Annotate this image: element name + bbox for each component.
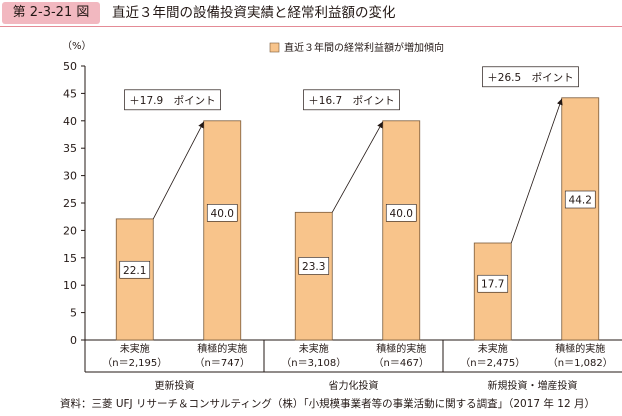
increase-arrow [331,121,384,213]
diff-label-box [124,89,221,111]
group-label: 新規投資・増産投資 [488,379,578,392]
category-n-label: （n＝747） [195,357,250,369]
value-label-box [119,260,151,279]
y-tick-label: 15 [63,252,77,265]
figure-header: 第 2-3-21 図 直近３年間の設備投資実績と経常利益額の変化 [0,0,622,26]
category-label: 未実施 [120,342,150,355]
category-label: 積極的実施 [197,342,247,355]
y-tick-label: 30 [63,170,77,183]
bar [203,120,242,341]
category-n-label: （n＝467） [374,357,429,369]
legend-label: 直近３年間の経常利益額が増加傾向 [284,41,444,54]
diff-label: ＋26.5 ポイント [487,72,573,84]
value-label: 44.2 [569,195,592,207]
category-n-label: （n＝3,108） [281,357,346,369]
diff-label-box [303,89,400,111]
category-label: 積極的実施 [555,342,605,355]
y-unit-label: （%） [62,40,92,52]
increase-arrow [152,121,205,220]
chart-frame [81,42,622,373]
figure-number-badge: 第 2-3-21 図 [2,2,100,24]
text-layer: 0 5 10 15 20 25 30 35 40 45 50 （%） 直近３年間の経常利益額が増加傾向 2… [62,40,613,392]
value-label-box [385,204,417,222]
bar [382,120,421,341]
category-label: 未実施 [299,342,329,355]
category-label: 積極的実施 [376,342,426,355]
y-tick-label: 50 [63,60,77,73]
y-tick-label: 45 [63,87,77,100]
y-tick-label: 20 [63,224,77,237]
figure-title: 直近３年間の設備投資実績と経常利益額の変化 [112,5,396,21]
value-label: 23.3 [302,261,325,273]
source-note: 資料：三菱 UFJ リサーチ＆コンサルティング（株）「小規模事業者等の事業活動に… [60,398,595,410]
diff-label: ＋16.7 ポイント [308,95,394,107]
value-label-box [206,204,238,222]
bar [294,211,333,341]
bars-layer [115,66,600,341]
y-tick-label: 25 [63,197,77,210]
group-label: 更新投資 [155,379,195,392]
value-label: 40.0 [390,208,413,220]
legend-swatch [269,42,280,53]
y-tick-label: 10 [63,279,77,292]
value-label-box [564,190,596,209]
y-tick-label: 40 [63,115,77,128]
category-n-label: （n＝2,475） [460,357,525,369]
diff-label-box [482,66,579,88]
value-label: 17.7 [481,279,504,291]
category-label: 未実施 [478,342,508,355]
diff-label: ＋17.9 ポイント [129,95,215,107]
group-label: 省力化投資 [329,379,379,392]
value-label: 40.0 [211,208,234,220]
category-n-label: （n＝1,082） [548,357,613,369]
bar [115,218,154,341]
y-tick-label: 5 [70,307,77,320]
category-n-label: （n＝2,195） [102,357,167,369]
header-divider [0,26,622,27]
y-tick-label: 35 [63,142,77,155]
value-label: 22.1 [123,265,146,277]
bar [561,97,600,341]
value-label-box [298,257,330,275]
value-label-box [477,274,509,293]
y-tick-label: 0 [70,334,77,347]
increase-arrow [510,98,563,244]
